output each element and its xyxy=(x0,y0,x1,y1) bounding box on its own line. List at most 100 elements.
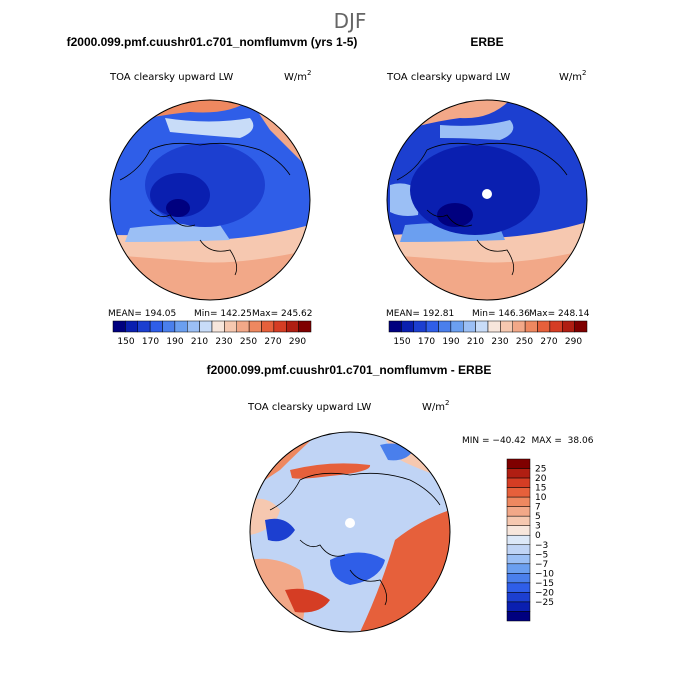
panel-obs-units: W/m2 xyxy=(559,69,586,83)
panel-obs-colorbar-swatch xyxy=(562,320,575,333)
panel-obs-colorbar-swatch xyxy=(487,320,501,333)
panel-diff-colorbar-tick-label: 25 xyxy=(535,465,546,475)
panel-obs-colorbar-tick-label: 290 xyxy=(565,337,582,347)
panel-diff-colorbar-swatch xyxy=(506,601,531,612)
panel-model-mean: MEAN= 194.05 xyxy=(108,309,176,319)
panel-obs-colorbar-swatch xyxy=(574,320,588,333)
panel-diff-region-warm-band xyxy=(290,463,371,479)
panel-diff-region-cold-s xyxy=(330,552,385,585)
panel-obs-mean: MEAN= 192.81 xyxy=(386,309,454,319)
panel-model-map-border xyxy=(109,99,311,301)
panel-obs-colorbar-tick-label: 150 xyxy=(393,337,410,347)
panel-obs-units-exp: 2 xyxy=(582,69,586,77)
panel-diff: f2000.099.pmf.cuushr01.c701_nomflumvm - … xyxy=(207,363,594,633)
panel-diff-colorbar-swatch xyxy=(506,582,531,593)
panel-diff-colorbar-swatch xyxy=(506,563,531,574)
panel-model-colorbar-swatch xyxy=(248,320,262,333)
panel-diff-colorbar-swatch xyxy=(506,458,531,469)
panel-model: f2000.099.pmf.cuushr01.c701_nomflumvm (y… xyxy=(67,35,358,347)
panel-obs: ERBE TOA clearsky upward LW W/m2 MEAN= 1… xyxy=(386,35,590,347)
panel-diff-colorbar-tick-label: −25 xyxy=(535,598,554,608)
panel-diff-pole-hole xyxy=(345,518,355,528)
panel-diff-minmax: MIN = −40.42 MAX = 38.06 xyxy=(462,436,594,446)
panel-diff-region-warm-w xyxy=(250,498,280,535)
page-title: DJF xyxy=(334,9,367,33)
panel-obs-colorbar-tick-label: 190 xyxy=(442,337,459,347)
panel-diff-colorbar-tick-label: −7 xyxy=(535,560,548,570)
panel-model-colorbar-tick-label: 290 xyxy=(289,337,306,347)
panel-obs-colorbar-swatch xyxy=(425,320,439,333)
panel-obs-map xyxy=(387,100,587,300)
panel-obs-colorbar-tick-label: 210 xyxy=(467,337,484,347)
panel-model-colorbar-swatch xyxy=(261,320,275,333)
panel-obs-region-cold-core xyxy=(437,203,473,227)
panel-diff-colorbar-tick-label: 3 xyxy=(535,522,541,532)
panel-model-map xyxy=(110,100,310,300)
panel-diff-colorbar-tick-label: 15 xyxy=(535,484,546,494)
panel-model-colorbar-tick-label: 230 xyxy=(215,337,232,347)
panel-obs-colorbar-swatch xyxy=(450,320,464,333)
panel-obs-region-pale-n xyxy=(440,120,514,140)
panel-diff-colorbar-swatch xyxy=(506,506,531,517)
panel-diff-colorbar-swatch xyxy=(506,592,531,603)
panel-model-colorbar-tick-label: 150 xyxy=(117,337,134,347)
panel-model-colorbar-swatch xyxy=(298,320,312,333)
panel-model-colorbar-swatch xyxy=(187,320,200,333)
panel-obs-colorbar-swatch xyxy=(463,320,476,333)
panel-diff-colorbar-swatch xyxy=(506,554,531,565)
panel-diff-map xyxy=(250,432,450,632)
panel-model-max: Max= 245.62 xyxy=(252,309,313,319)
panel-diff-colorbar-swatch xyxy=(506,468,531,479)
panel-diff-colorbar-swatch xyxy=(506,477,531,488)
panel-diff-colorbar-tick-label: 0 xyxy=(535,531,541,541)
panel-obs-colorbar-tick-label: 170 xyxy=(418,337,435,347)
panel-obs-min: Min= 146.36 xyxy=(472,309,530,319)
panel-obs-colorbar-swatch xyxy=(537,320,551,333)
panel-obs-title: ERBE xyxy=(470,35,503,49)
panel-obs-coastline xyxy=(396,142,568,276)
panel-diff-colorbar-tick-label: −20 xyxy=(535,588,554,598)
panel-obs-colorbar-swatch xyxy=(475,320,489,333)
panel-model-units-exp: 2 xyxy=(307,69,311,77)
panel-model-colorbar-tick-label: 270 xyxy=(264,337,281,347)
panel-diff-colorbar-tick-label: 7 xyxy=(535,503,541,513)
panel-model-colorbar-swatch xyxy=(174,320,188,333)
panel-diff-colorbar-tick-label: −10 xyxy=(535,569,554,579)
panel-obs-variable: TOA clearsky upward LW xyxy=(386,72,510,83)
panel-obs-colorbar-swatch xyxy=(401,320,414,333)
panel-diff-colorbar-swatch xyxy=(506,534,531,546)
panel-model-colorbar: 150 170 190 210 230 250 270 290 xyxy=(112,320,312,347)
panel-model-colorbar-swatch xyxy=(224,320,237,333)
panel-diff-colorbar-tick-label: −5 xyxy=(535,550,548,560)
panel-model-colorbar-swatch xyxy=(286,320,299,333)
panel-model-colorbar-tick-label: 250 xyxy=(240,337,257,347)
panel-model-colorbar-swatch xyxy=(137,320,151,333)
panel-model-variable: TOA clearsky upward LW xyxy=(109,72,233,83)
panel-diff-colorbar-swatch xyxy=(506,496,531,507)
panel-model-region-cold-core xyxy=(150,173,210,217)
panel-diff-variable: TOA clearsky upward LW xyxy=(247,402,371,413)
panel-diff-colorbar-tick-label: −15 xyxy=(535,579,554,589)
panel-model-colorbar-swatch xyxy=(236,320,250,333)
panel-diff-colorbar-swatch xyxy=(506,525,531,536)
panel-obs-colorbar-swatch xyxy=(438,320,452,333)
panel-diff-colorbar-tick-label: −3 xyxy=(535,541,548,551)
panel-diff-colorbar-swatch xyxy=(506,544,531,555)
panel-diff-units-base: W/m xyxy=(422,402,445,413)
panel-diff-units-exp: 2 xyxy=(445,399,449,407)
panel-model-colorbar-swatch xyxy=(112,320,126,333)
panel-model-region-cold-min xyxy=(166,199,190,217)
panel-obs-colorbar: 150 170 190 210 230 250 270 290 xyxy=(388,320,588,347)
panel-model-coastline xyxy=(119,142,291,276)
panel-obs-colorbar-swatch xyxy=(524,320,538,333)
panel-diff-colorbar-swatch xyxy=(506,573,531,584)
panel-obs-map-border xyxy=(386,99,588,301)
panel-model-units: W/m2 xyxy=(284,69,311,83)
panel-obs-colorbar-swatch xyxy=(388,320,402,333)
panel-diff-region-warm-sc xyxy=(285,588,330,613)
panel-obs-colorbar-tick-label: 230 xyxy=(491,337,508,347)
panel-obs-colorbar-tick-label: 250 xyxy=(516,337,533,347)
panel-model-colorbar-tick-label: 190 xyxy=(166,337,183,347)
